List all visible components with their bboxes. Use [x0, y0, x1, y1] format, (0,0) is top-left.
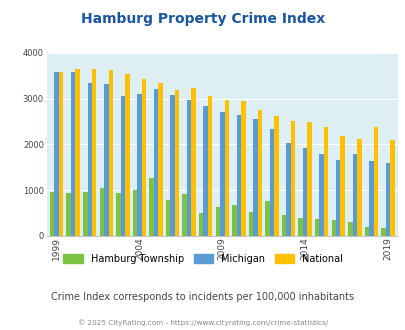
Bar	[298, 218, 302, 236]
Bar	[273, 115, 278, 236]
Bar	[186, 100, 191, 236]
Bar	[175, 90, 179, 236]
Bar	[335, 160, 340, 236]
Bar	[307, 122, 311, 236]
Bar	[281, 215, 286, 236]
Bar	[54, 73, 59, 236]
Bar	[347, 222, 352, 236]
Bar	[323, 127, 328, 236]
Bar	[373, 127, 377, 236]
Bar	[356, 139, 360, 236]
Bar	[224, 100, 228, 236]
Bar	[83, 191, 87, 236]
Bar	[286, 143, 290, 236]
Bar	[331, 220, 335, 236]
Text: © 2025 CityRating.com - https://www.cityrating.com/crime-statistics/: © 2025 CityRating.com - https://www.city…	[78, 319, 327, 326]
Bar	[264, 201, 269, 236]
Bar	[59, 72, 63, 236]
Bar	[92, 69, 96, 236]
Text: Hamburg Property Crime Index: Hamburg Property Crime Index	[81, 12, 324, 25]
Bar	[215, 207, 220, 236]
Bar	[137, 94, 141, 236]
Bar	[87, 82, 92, 236]
Bar	[319, 153, 323, 236]
Bar	[120, 96, 125, 236]
Bar	[50, 191, 54, 236]
Bar	[203, 106, 207, 236]
Bar	[248, 212, 253, 236]
Bar	[132, 190, 137, 236]
Bar	[141, 79, 146, 236]
Bar	[340, 136, 344, 236]
Bar	[364, 227, 368, 236]
Bar	[220, 112, 224, 236]
Bar	[158, 83, 162, 236]
Bar	[108, 70, 113, 236]
Bar	[290, 121, 294, 236]
Bar	[125, 74, 129, 236]
Bar	[314, 218, 319, 236]
Bar	[99, 188, 104, 236]
Bar	[104, 84, 108, 236]
Bar	[116, 193, 120, 236]
Bar	[389, 140, 394, 236]
Bar	[302, 148, 307, 236]
Bar	[269, 129, 273, 236]
Bar	[198, 213, 203, 236]
Bar	[236, 115, 241, 236]
Bar	[253, 119, 257, 236]
Bar	[207, 96, 212, 236]
Bar	[191, 87, 195, 236]
Text: Crime Index corresponds to incidents per 100,000 inhabitants: Crime Index corresponds to incidents per…	[51, 292, 354, 302]
Bar	[232, 205, 236, 236]
Bar	[75, 69, 80, 236]
Bar	[153, 89, 158, 236]
Bar	[352, 153, 356, 236]
Bar	[170, 95, 175, 236]
Bar	[385, 163, 389, 236]
Bar	[241, 101, 245, 236]
Bar	[149, 178, 153, 236]
Bar	[182, 194, 186, 236]
Legend: Hamburg Township, Michigan, National: Hamburg Township, Michigan, National	[60, 249, 345, 267]
Bar	[380, 228, 385, 236]
Bar	[71, 72, 75, 236]
Bar	[166, 200, 170, 236]
Bar	[368, 161, 373, 236]
Bar	[257, 110, 262, 236]
Bar	[66, 193, 71, 236]
